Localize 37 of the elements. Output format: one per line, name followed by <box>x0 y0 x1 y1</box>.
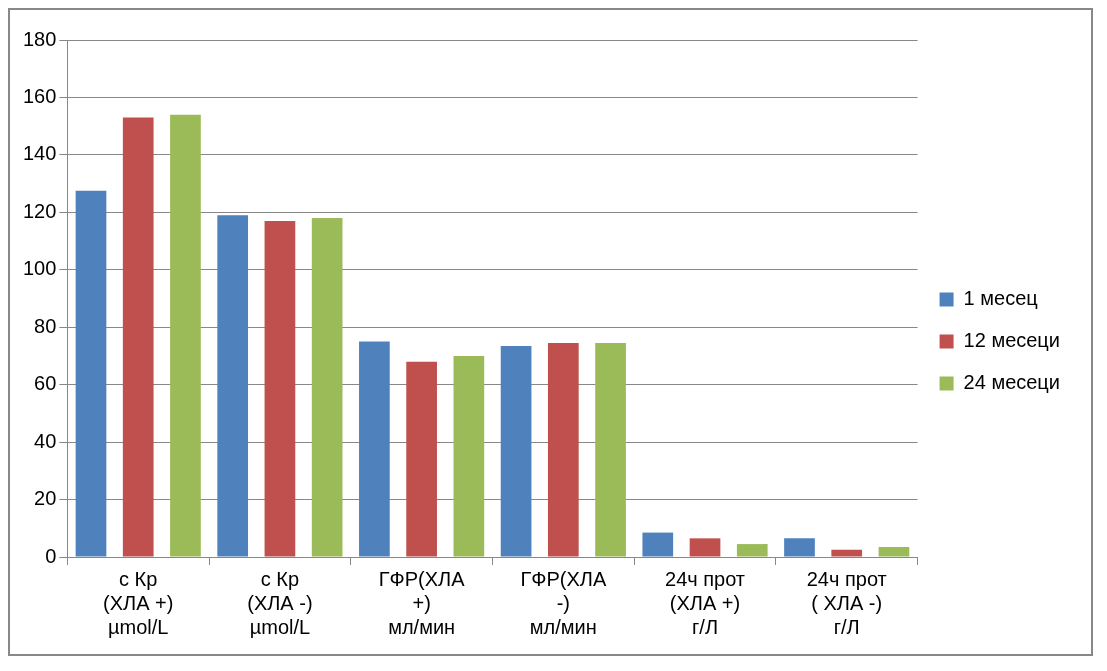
y-tick-label: 20 <box>34 487 57 510</box>
y-tick-label: 160 <box>22 84 57 107</box>
x-tick-label: 24ч прот ( ХЛА -) г/Л <box>806 567 887 638</box>
bar <box>689 538 721 557</box>
y-tick-label: 120 <box>22 199 57 222</box>
bar <box>170 114 201 557</box>
y-tick-label: 180 <box>22 27 57 50</box>
y-tick-label: 80 <box>34 314 57 337</box>
bar <box>642 532 674 557</box>
bar <box>500 345 532 557</box>
bar <box>831 549 863 557</box>
bar <box>217 215 249 557</box>
bar <box>736 544 768 557</box>
bar <box>878 546 910 557</box>
x-tick-label: ГФР(ХЛА +) мл/мин <box>378 567 466 638</box>
bar <box>453 355 485 557</box>
y-tick-label: 40 <box>34 429 57 452</box>
bar <box>547 343 579 557</box>
bar <box>264 220 296 557</box>
bar <box>311 218 343 557</box>
bar <box>122 117 154 557</box>
x-tick-label: 24ч прот (ХЛА +) г/Л <box>665 567 746 638</box>
x-tick-label: ГФР(ХЛА -) мл/мин <box>520 567 607 638</box>
y-tick-label: 0 <box>45 544 57 567</box>
bar <box>359 341 390 557</box>
bar <box>784 538 815 557</box>
legend-label: 12 месеци <box>963 329 1061 352</box>
y-tick-label: 140 <box>22 142 57 165</box>
x-tick-label: с Кр (ХЛА -) µmol/L <box>247 567 313 638</box>
y-tick-label: 100 <box>22 257 57 280</box>
legend-label: 24 месеци <box>963 371 1061 394</box>
legend-label: 1 месец <box>963 287 1038 310</box>
bar <box>595 343 626 557</box>
bar <box>75 190 107 557</box>
y-tick-label: 60 <box>34 372 57 395</box>
bar <box>406 361 437 557</box>
x-tick-label: с Кр (ХЛА +) µmol/L <box>103 567 174 638</box>
